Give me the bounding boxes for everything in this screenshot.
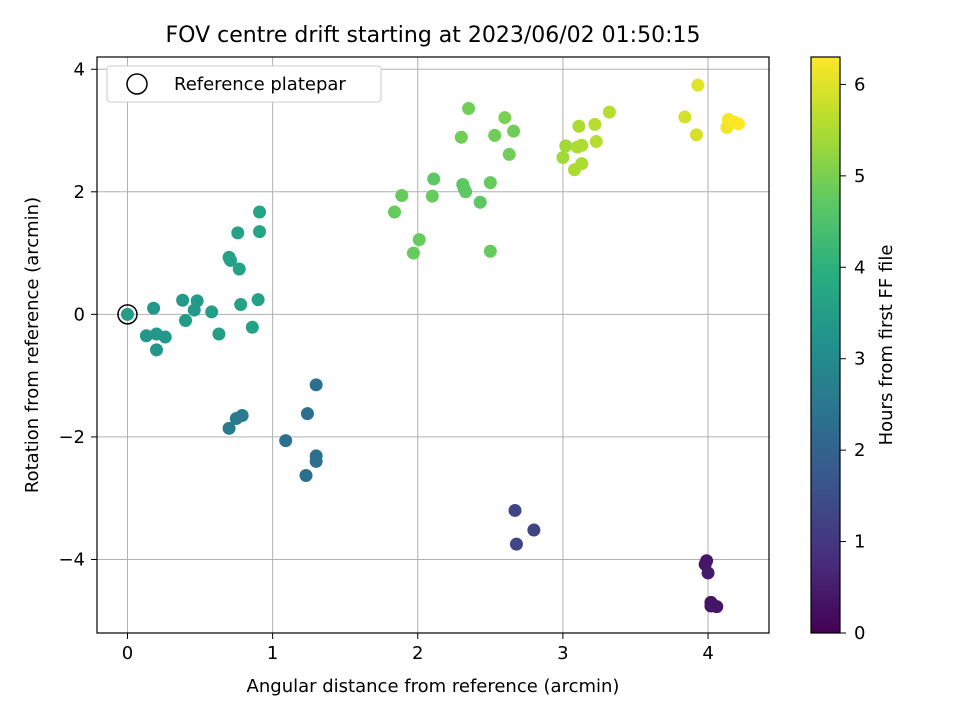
- data-point: [158, 330, 172, 344]
- data-point: [190, 294, 204, 308]
- data-point: [462, 101, 476, 115]
- data-point: [406, 246, 420, 260]
- plot-frame: [96, 56, 770, 634]
- x-tick-label: 2: [412, 643, 423, 664]
- data-point: [502, 147, 516, 161]
- colorbar-tick-label: 5: [854, 166, 865, 187]
- data-point: [483, 176, 497, 190]
- x-axis-label: Angular distance from reference (arcmin): [247, 676, 620, 697]
- data-point: [176, 293, 190, 307]
- data-point: [279, 434, 293, 448]
- data-point: [701, 566, 715, 580]
- data-point: [575, 157, 589, 171]
- data-point: [602, 105, 616, 119]
- colorbar-label: Hours from first FF file: [876, 245, 897, 446]
- y-tick-label: −2: [58, 427, 85, 448]
- data-point: [300, 407, 314, 421]
- colorbar-ticks: 0 1 2 3 4 5 6: [840, 74, 865, 644]
- data-point: [222, 421, 236, 435]
- data-point: [691, 78, 705, 92]
- colorbar-tick-label: 1: [854, 532, 865, 553]
- data-point: [507, 124, 521, 138]
- data-point: [425, 189, 439, 203]
- data-point: [498, 111, 512, 125]
- data-point: [150, 343, 164, 357]
- plot-area: 0 1 2 3 4 −4 −2 0 2 4: [58, 56, 770, 664]
- y-tick-label: −4: [58, 549, 85, 570]
- data-point: [251, 293, 265, 307]
- data-point: [412, 233, 426, 247]
- data-point: [245, 320, 259, 334]
- x-axis-ticks: 0 1 2 3 4: [122, 633, 714, 664]
- data-point: [527, 523, 541, 537]
- plot-background: [97, 57, 769, 633]
- data-point: [732, 117, 746, 131]
- data-point: [459, 185, 473, 199]
- reference-point-dot: [120, 307, 134, 321]
- data-point: [483, 244, 497, 258]
- data-point: [508, 503, 522, 517]
- reference-point-ring: [117, 304, 138, 325]
- data-point: [235, 408, 249, 422]
- data-point: [224, 253, 238, 267]
- data-point: [454, 130, 468, 144]
- data-point: [253, 225, 267, 239]
- data-point: [231, 226, 245, 240]
- data-point: [234, 298, 248, 312]
- data-point: [689, 128, 703, 142]
- data-point: [678, 110, 692, 124]
- y-axis-label: Rotation from reference (arcmin): [22, 197, 43, 493]
- data-point: [556, 150, 570, 164]
- colorbar-gradient: [810, 56, 841, 634]
- data-point: [139, 329, 153, 343]
- y-tick-label: 0: [74, 304, 85, 325]
- y-axis-ticks: −4 −2 0 2 4: [58, 59, 97, 570]
- colorbar-tick-label: 0: [854, 623, 865, 644]
- data-point: [427, 172, 441, 186]
- data-point: [205, 305, 219, 319]
- data-point: [147, 301, 161, 315]
- data-point: [572, 119, 586, 133]
- data-point: [488, 128, 502, 142]
- data-points: [139, 78, 746, 614]
- data-point: [253, 205, 267, 219]
- legend-box: [106, 65, 382, 103]
- legend-reference-marker: [126, 73, 148, 95]
- colorbar: 0 1 2 3 4 5 6 Hours from first FF file: [810, 56, 897, 644]
- colorbar-tick-label: 4: [854, 257, 865, 278]
- data-point: [212, 327, 226, 341]
- data-point: [589, 135, 603, 149]
- data-point: [395, 188, 409, 202]
- legend-label: Reference platepar: [174, 74, 346, 95]
- x-tick-label: 3: [557, 643, 568, 664]
- data-point: [179, 313, 193, 327]
- colorbar-tick-label: 3: [854, 349, 865, 370]
- y-tick-label: 4: [74, 59, 85, 80]
- chart-title: FOV centre drift starting at 2023/06/02 …: [166, 23, 701, 48]
- data-point: [559, 139, 573, 153]
- data-point: [575, 138, 589, 152]
- data-point: [232, 262, 246, 276]
- x-tick-label: 4: [702, 643, 713, 664]
- reference-marker: [117, 304, 138, 325]
- colorbar-tick-label: 6: [854, 74, 865, 95]
- data-point: [473, 195, 487, 209]
- legend: Reference platepar: [106, 65, 382, 103]
- colorbar-tick-label: 2: [854, 440, 865, 461]
- data-point: [299, 469, 313, 483]
- x-tick-label: 0: [122, 643, 133, 664]
- data-point: [509, 537, 523, 551]
- data-point: [588, 117, 602, 131]
- data-point: [388, 205, 402, 219]
- data-point: [309, 378, 323, 392]
- data-point: [309, 454, 323, 468]
- x-tick-label: 1: [267, 643, 278, 664]
- y-tick-label: 2: [74, 182, 85, 203]
- data-point: [710, 600, 724, 614]
